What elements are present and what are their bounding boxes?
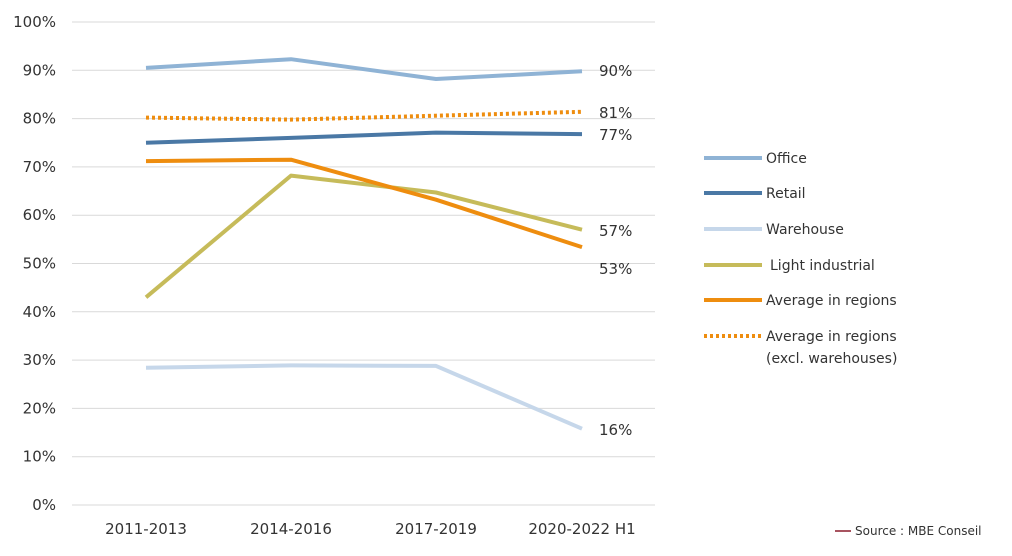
- y-axis: 0% 10% 20% 30% 40% 50% 60% 70% 80% 90% 100%: [13, 13, 56, 514]
- y-tick-label: 90%: [23, 61, 56, 79]
- series-line-0: [145, 57, 583, 81]
- y-tick-label: 80%: [23, 110, 56, 128]
- x-axis: 2011-2013 2014-2016 2017-2019 2020-2022 H1: [105, 520, 636, 538]
- y-tick-label: 30%: [23, 351, 56, 369]
- grid: [72, 21, 655, 506]
- y-tick-label: 60%: [23, 206, 56, 224]
- y-tick-label: 10%: [23, 448, 56, 466]
- x-tick-label: 2020-2022 H1: [528, 520, 635, 538]
- y-tick-label: 100%: [13, 13, 56, 31]
- end-label: 53%: [599, 260, 632, 278]
- end-label: 77%: [599, 126, 632, 144]
- y-tick-label: 40%: [23, 303, 56, 321]
- y-tick-label: 50%: [23, 255, 56, 273]
- series-line-5: [145, 109, 583, 122]
- y-tick-label: 0%: [32, 496, 56, 514]
- legend-label: Light industrial: [770, 258, 875, 274]
- source-text: Source : MBE Conseil: [855, 524, 982, 538]
- legend-label: Average in regions: [766, 329, 897, 345]
- legend-label: Retail: [766, 186, 806, 202]
- end-label: 16%: [599, 421, 632, 439]
- series-lines: [144, 57, 583, 431]
- series-line-1: [145, 130, 583, 145]
- source-note: Source : MBE Conseil: [835, 524, 982, 538]
- legend-label: Warehouse: [766, 222, 844, 238]
- legend: Office Retail Warehouse Light industrial Ave…: [704, 151, 897, 367]
- y-tick-label: 20%: [23, 399, 56, 417]
- x-tick-label: 2017-2019: [395, 520, 477, 538]
- x-tick-label: 2011-2013: [105, 520, 187, 538]
- series-line-3: [144, 173, 583, 299]
- legend-label-line2: (excl. warehouses): [766, 351, 897, 367]
- legend-label: Office: [766, 151, 807, 167]
- end-label: 57%: [599, 222, 632, 240]
- series-line-2: [145, 363, 583, 431]
- legend-label: Average in regions: [766, 293, 897, 309]
- end-label: 90%: [599, 62, 632, 80]
- end-labels: 90% 77% 16% 57% 53% 81%: [599, 62, 632, 439]
- end-label: 81%: [599, 104, 632, 122]
- y-tick-label: 70%: [23, 158, 56, 176]
- x-tick-label: 2014-2016: [250, 520, 332, 538]
- series-line-4: [145, 157, 583, 250]
